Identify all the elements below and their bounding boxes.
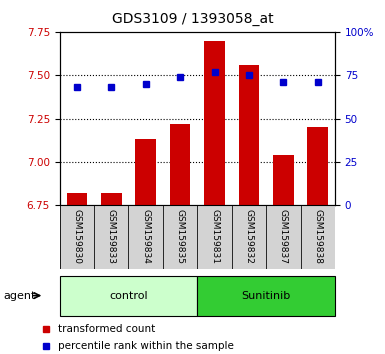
Text: percentile rank within the sample: percentile rank within the sample	[58, 341, 234, 351]
Text: GSM159837: GSM159837	[279, 209, 288, 263]
Text: GSM159831: GSM159831	[210, 209, 219, 263]
Bar	[197, 276, 335, 316]
Bar	[307, 127, 328, 205]
Bar	[67, 193, 87, 205]
Bar	[129, 205, 163, 269]
Text: Sunitinib: Sunitinib	[241, 291, 291, 301]
Bar	[163, 205, 197, 269]
Text: GSM159834: GSM159834	[141, 209, 150, 263]
Bar	[170, 124, 191, 205]
Bar	[266, 205, 301, 269]
Text: GSM159832: GSM159832	[244, 209, 253, 263]
Bar	[239, 65, 259, 205]
Text: control: control	[109, 291, 148, 301]
Bar	[204, 40, 225, 205]
Bar	[60, 205, 94, 269]
Bar	[101, 193, 122, 205]
Text: GDS3109 / 1393058_at: GDS3109 / 1393058_at	[112, 12, 273, 27]
Text: GSM159835: GSM159835	[176, 209, 185, 263]
Text: agent: agent	[4, 291, 36, 301]
Bar	[60, 276, 197, 316]
Bar	[273, 155, 294, 205]
Text: transformed count: transformed count	[58, 324, 155, 333]
Text: GSM159830: GSM159830	[72, 209, 81, 263]
Text: GSM159838: GSM159838	[313, 209, 322, 263]
Text: GSM159833: GSM159833	[107, 209, 116, 263]
Bar	[197, 205, 232, 269]
Bar	[301, 205, 335, 269]
Bar	[232, 205, 266, 269]
Bar	[136, 139, 156, 205]
Bar	[94, 205, 129, 269]
